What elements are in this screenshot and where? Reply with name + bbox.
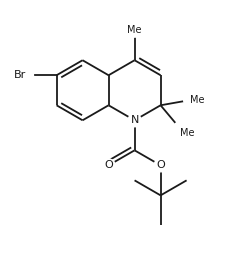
- Circle shape: [184, 94, 197, 107]
- Circle shape: [128, 23, 142, 37]
- Circle shape: [173, 122, 186, 135]
- Circle shape: [154, 159, 167, 172]
- Circle shape: [128, 114, 141, 127]
- Text: O: O: [156, 160, 165, 170]
- Text: Me: Me: [127, 25, 142, 35]
- Text: Me: Me: [180, 128, 194, 138]
- Circle shape: [20, 68, 33, 82]
- Circle shape: [102, 159, 115, 172]
- Text: Br: Br: [14, 70, 27, 80]
- Text: N: N: [130, 115, 139, 125]
- Text: Me: Me: [190, 95, 205, 105]
- Text: O: O: [104, 160, 113, 170]
